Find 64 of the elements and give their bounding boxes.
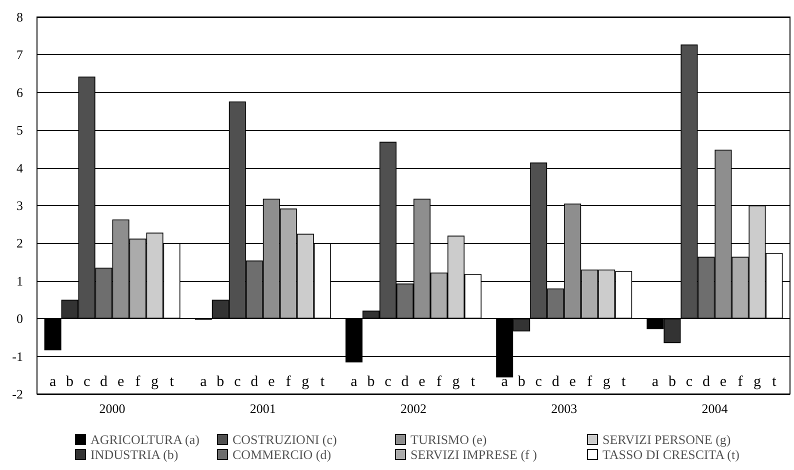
legend-label: COSTRUZIONI (c) [232, 432, 337, 447]
annotation: t [320, 374, 326, 390]
y-tick-label: 5 [16, 122, 23, 138]
annotation: t [470, 374, 476, 390]
annotation: e [117, 374, 124, 390]
annotation: e [569, 374, 576, 390]
annotation: c [686, 374, 693, 390]
annotation: e [720, 374, 727, 390]
annotation: t [170, 374, 175, 390]
y-tick-label: -1 [12, 348, 23, 364]
annotation: d [702, 374, 710, 390]
y-tick-label: 2 [16, 236, 23, 251]
annotation: d [401, 374, 410, 390]
annotation: c [234, 374, 242, 390]
annotation: g [602, 374, 611, 390]
annotation: f [436, 374, 442, 390]
legend-label: SERVIZI PERSONE (g) [602, 432, 731, 447]
annotation: g [302, 374, 310, 390]
annotation: a [652, 374, 659, 390]
annotation: f [587, 374, 592, 390]
annotation: e [418, 374, 426, 390]
annotation: t [772, 374, 778, 390]
annotation: b [66, 374, 74, 390]
y-tick-label: 6 [16, 84, 24, 100]
annotation: b [367, 374, 375, 390]
y-tick-label: 3 [16, 198, 23, 213]
y-tick-label: -2 [12, 386, 23, 402]
annotation: f [286, 374, 291, 390]
y-tick-label: 1 [16, 273, 23, 288]
annotation: g [452, 374, 460, 390]
legend-label: AGRICOLTURA (a) [90, 432, 200, 447]
annotation: d [250, 374, 259, 390]
annotation: a [200, 374, 208, 390]
annotation: d [100, 374, 108, 390]
y-tick-label: 8 [16, 10, 23, 24]
x-tick-label: 2000 [99, 401, 126, 416]
legend-label: COMMERCIO (d) [232, 447, 332, 462]
x-tick-label: 2004 [702, 401, 728, 416]
annotation: t [622, 374, 627, 390]
annotation: a [49, 374, 56, 390]
x-tick-label: 2002 [400, 401, 426, 416]
annotation: f [135, 374, 140, 390]
annotation: g [753, 374, 762, 390]
annotation: g [151, 374, 160, 390]
legend-label: TURISMO (e) [410, 432, 487, 447]
annotation: c [535, 374, 542, 390]
annotation: b [216, 374, 224, 390]
annotation: b [668, 374, 676, 390]
annotation: a [350, 374, 358, 390]
annotation: a [501, 374, 508, 390]
legend-label: INDUSTRIA (b) [90, 447, 178, 462]
legend-label: TASSO DI CRESCITA (t) [602, 447, 740, 462]
annotation: c [83, 374, 90, 390]
annotation: b [518, 374, 526, 390]
y-tick-label: 4 [16, 160, 24, 176]
annotation: c [384, 374, 392, 390]
y-tick-label: 0 [16, 311, 23, 326]
annotation: e [268, 374, 276, 390]
annotation: f [738, 374, 743, 390]
legend-label: SERVIZI IMPRESE (f ) [410, 447, 537, 462]
x-tick-label: 2003 [551, 401, 578, 416]
annotation: d [552, 374, 560, 390]
x-tick-label: 2001 [250, 401, 276, 416]
y-tick-label: 7 [16, 47, 24, 62]
